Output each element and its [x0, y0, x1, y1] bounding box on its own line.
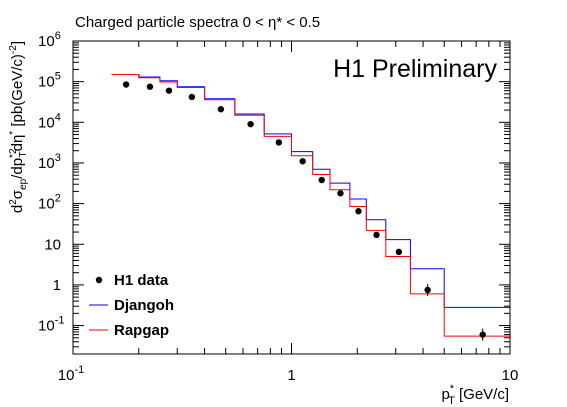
data-point [299, 158, 306, 165]
x-tick-label: 10 [502, 367, 519, 384]
data-point [275, 139, 283, 146]
y-tick-label: 10 [44, 236, 61, 253]
x-tick-label: 10-1 [58, 364, 84, 384]
y-tick-label: 10-1 [38, 315, 64, 335]
data-point [479, 331, 486, 338]
data-point [188, 93, 196, 101]
legend: H1 data Djangoh Rapgap [89, 272, 174, 339]
monte-carlo-histograms [111, 74, 510, 337]
legend-label: Djangoh [114, 297, 174, 314]
data-point [165, 87, 173, 94]
data-point [373, 231, 380, 239]
y-axis-title: d2σep/dp*2Tdη* [pb(GeV/c)-2] [8, 41, 29, 213]
y-tick-label: 102 [38, 193, 61, 213]
y-tick-label: 103 [38, 152, 61, 172]
data-point [337, 190, 344, 197]
chart-title: Charged particle spectra 0 < η* < 0.5 [75, 14, 320, 31]
data-points [122, 81, 486, 341]
legend-marker-h1-data [95, 276, 103, 284]
data-point [146, 83, 154, 90]
legend-label: H1 data [114, 272, 169, 289]
x-axis-title: p* T [GeV/c] [441, 383, 509, 407]
djangoh-series-line [111, 74, 510, 308]
y-tick-label: 105 [38, 71, 61, 91]
y-tick-label: 1 [53, 277, 61, 294]
rapgap-series-line [111, 74, 510, 337]
data-point [318, 176, 325, 184]
data-point [247, 120, 254, 128]
data-point [217, 106, 225, 113]
h1-preliminary-label: H1 Preliminary [333, 55, 497, 83]
legend-label: Rapgap [114, 322, 169, 339]
data-point [355, 208, 362, 215]
data-point [395, 248, 403, 256]
tick-labels: 10-1 1 10 10-1 1 10 102 103 104 105 106 [38, 30, 518, 384]
y-tick-label: 104 [38, 111, 61, 131]
y-tick-label: 106 [38, 30, 61, 50]
data-point [424, 286, 431, 294]
x-tick-label: 1 [287, 367, 295, 384]
data-point [122, 81, 130, 88]
axis-ticks [72, 41, 510, 355]
axis-titles: p* T [GeV/c] d2σep/dp*2Tdη* [pb(GeV/c)-2] [8, 41, 509, 407]
